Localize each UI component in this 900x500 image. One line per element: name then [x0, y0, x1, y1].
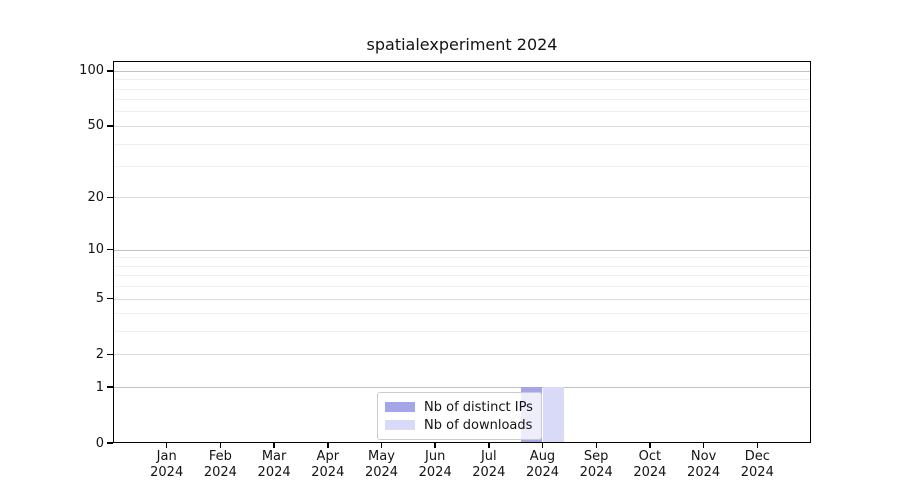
major-gridline [113, 387, 811, 389]
minor-gridline [113, 257, 811, 259]
x-tick-mark [649, 443, 651, 448]
y-tick-mark [107, 196, 113, 199]
x-tick-label: Dec 2024 [727, 449, 787, 481]
x-tick-mark [541, 443, 544, 448]
minor-gridline [113, 143, 811, 145]
minor-gridline [113, 111, 811, 113]
x-tick-month: May [368, 449, 395, 464]
x-tick-label: Jan 2024 [137, 449, 197, 481]
y-tick-label: 100 [79, 63, 104, 79]
y-tick-label: 5 [95, 291, 104, 306]
minor-gridline [113, 79, 811, 81]
bar-aug-downloads [542, 387, 564, 443]
x-tick-mark [273, 443, 275, 448]
x-tick-year: 2024 [687, 465, 721, 480]
y-tick-label: 20 [87, 189, 104, 205]
x-tick-mark [380, 443, 383, 448]
minor-gridline [113, 166, 811, 167]
major-gridline [113, 249, 811, 251]
y-tick-label: 50 [87, 118, 104, 134]
x-tick-year: 2024 [203, 465, 237, 480]
chart-title: spatialexperiment 2024 [366, 35, 558, 54]
x-tick-year: 2024 [311, 465, 345, 480]
major-gridline [113, 125, 811, 127]
x-tick-month: Jul [480, 449, 497, 464]
legend-item: Nb of downloads [385, 416, 533, 434]
minor-gridline [113, 331, 811, 333]
x-tick-mark [702, 443, 705, 448]
x-tick-year: 2024 [525, 465, 560, 480]
legend-label: Nb of downloads [424, 417, 533, 433]
x-tick-month: Sep [583, 449, 609, 464]
x-tick-label: Nov 2024 [674, 449, 734, 481]
y-tick-mark [107, 442, 113, 444]
legend-label: Nb of distinct IPs [424, 399, 533, 415]
x-tick-mark [595, 443, 597, 448]
x-tick-year: 2024 [364, 465, 399, 480]
x-tick-month: Oct [638, 449, 662, 464]
minor-gridline [113, 286, 811, 288]
y-tick-label: 10 [87, 242, 104, 258]
y-tick-mark [107, 70, 113, 72]
minor-gridline [113, 265, 811, 267]
major-gridline [113, 298, 811, 300]
x-tick-year: 2024 [740, 465, 774, 480]
x-tick-label: Sep 2024 [566, 449, 626, 481]
major-gridline [113, 197, 811, 199]
minor-gridline [113, 275, 811, 277]
x-tick-month: Dec [744, 449, 770, 464]
minor-gridline [113, 99, 811, 101]
minor-gridline [113, 313, 811, 315]
x-tick-mark [327, 443, 329, 448]
x-tick-month: Apr [316, 449, 340, 464]
legend-item: Nb of distinct IPs [385, 398, 533, 416]
y-tick-label: 1 [95, 379, 104, 395]
legend-swatch [385, 402, 415, 412]
x-tick-label: Apr 2024 [298, 449, 358, 481]
legend-swatch [385, 420, 415, 430]
x-tick-month: Aug [529, 449, 556, 464]
x-tick-month: Mar [261, 449, 287, 464]
plot-area [113, 61, 811, 443]
legend: Nb of distinct IPs Nb of downloads [377, 392, 542, 440]
x-tick-month: Nov [690, 449, 717, 464]
major-gridline [113, 70, 811, 72]
x-tick-year: 2024 [472, 465, 506, 480]
x-tick-mark [165, 443, 168, 448]
y-tick-mark [107, 248, 113, 251]
x-tick-year: 2024 [418, 465, 452, 480]
x-tick-label: May 2024 [352, 449, 412, 481]
y-tick-mark [107, 353, 113, 356]
y-tick-label: 0 [95, 435, 104, 451]
x-tick-label: Feb 2024 [190, 449, 250, 481]
y-tick-mark [107, 386, 113, 388]
x-tick-mark [219, 443, 222, 448]
y-tick-mark [107, 125, 113, 127]
x-tick-label: Jul 2024 [459, 449, 519, 481]
x-tick-mark [756, 443, 759, 448]
x-tick-year: 2024 [257, 465, 291, 480]
x-tick-label: Oct 2024 [620, 449, 680, 481]
x-tick-month: Jun [425, 449, 446, 464]
x-tick-month: Jan [156, 449, 177, 464]
x-tick-label: Jun 2024 [405, 449, 465, 481]
x-tick-label: Aug 2024 [513, 449, 573, 481]
y-tick-mark [107, 297, 113, 300]
x-tick-month: Feb [208, 449, 232, 464]
major-gridline [113, 354, 811, 356]
x-tick-year: 2024 [150, 465, 184, 480]
x-tick-label: Mar 2024 [244, 449, 304, 481]
y-tick-label: 2 [95, 346, 104, 362]
x-tick-mark [434, 443, 436, 448]
x-tick-year: 2024 [579, 465, 613, 480]
x-tick-year: 2024 [633, 465, 667, 480]
x-tick-mark [488, 443, 490, 448]
minor-gridline [113, 88, 811, 90]
